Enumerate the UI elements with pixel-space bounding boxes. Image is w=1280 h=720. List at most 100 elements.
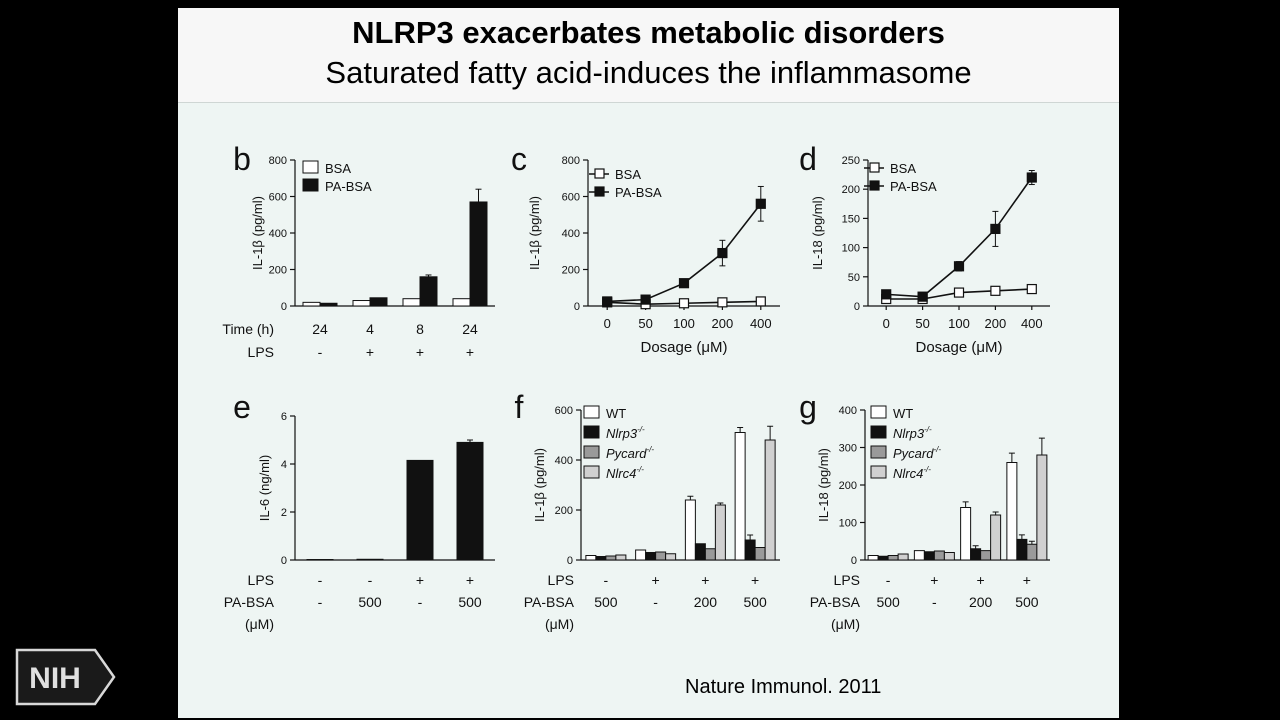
y-axis-label-c: IL-1β (pg/ml)	[527, 196, 542, 270]
legend-swatch-g-Nlrp3	[870, 425, 887, 439]
y-tick-label-g: 200	[839, 480, 857, 492]
y-tick-label-f: 0	[567, 555, 573, 567]
condition-label-b: +	[366, 344, 374, 360]
bar-f-Nlrc4	[714, 504, 726, 561]
condition-label-f: +	[751, 572, 759, 588]
slide: NLRP3 exacerbates metabolic disorders Sa…	[178, 8, 1119, 718]
legend-swatch-d-BSA	[869, 162, 880, 173]
legend-label-b-BSA: BSA	[325, 161, 351, 176]
condition-label-g: -	[932, 594, 937, 610]
legend-superscript-f: -/-	[636, 465, 644, 474]
legend-label-f-WT: WT	[606, 406, 626, 421]
condition-label-e: -	[318, 572, 323, 588]
y-tick-label-d: 250	[842, 155, 860, 167]
condition-label-e: +	[466, 572, 474, 588]
legend-swatch-c-PA-BSA	[594, 186, 605, 197]
bar-f-Pycard	[605, 555, 617, 561]
legend-superscript-f: -/-	[646, 445, 654, 454]
bar-g-Nlrc4	[1036, 454, 1048, 561]
legend-swatch-c-BSA	[594, 168, 605, 179]
y-tick-label-d: 0	[854, 301, 860, 313]
x-tick-label-d: 100	[948, 316, 970, 331]
row-label-e: (μM)	[245, 616, 274, 632]
y-tick-label-c: 600	[562, 192, 580, 204]
condition-label-g: +	[977, 572, 985, 588]
condition-label-e: 500	[358, 594, 382, 610]
bar-f-Nlrp3	[744, 539, 756, 561]
condition-label-b: +	[466, 344, 474, 360]
y-tick-label-d: 150	[842, 213, 860, 225]
legend-swatch-f-Nlrc4	[583, 465, 600, 479]
legend-label-g-Nlrp3: Nlrp3-/-	[893, 425, 932, 441]
y-tick-label-e: 0	[281, 555, 287, 567]
bar-g-Nlrp3	[923, 551, 935, 561]
data-point-c-BSA	[717, 297, 728, 308]
legend-label-f-Pycard: Pycard-/-	[606, 445, 654, 461]
row-label-g: PA-BSA	[810, 594, 861, 610]
y-tick-label-d: 100	[842, 243, 860, 255]
y-tick-label-b: 0	[281, 301, 287, 313]
citation: Nature Immunol. 2011	[685, 676, 882, 698]
condition-label-e: -	[318, 594, 323, 610]
condition-label-e: -	[418, 594, 423, 610]
legend-swatch-g-Nlrc4	[870, 465, 887, 479]
bar-g-Nlrp3	[970, 548, 982, 561]
data-point-d-BSA	[953, 287, 965, 298]
data-point-d-PA-BSA	[917, 291, 928, 302]
row-label-g: (μM)	[831, 616, 860, 632]
bar-g-Nlrc4	[990, 514, 1002, 561]
y-tick-label-b: 400	[269, 228, 287, 240]
bar-f-WT	[734, 432, 746, 561]
legend-label-g-WT: WT	[893, 406, 913, 421]
y-tick-label-g: 400	[839, 405, 857, 417]
condition-label-f: +	[652, 572, 660, 588]
data-point-d-PA-BSA	[1026, 172, 1037, 183]
y-tick-label-c: 400	[562, 228, 580, 240]
x-tick-label-c: 50	[638, 316, 652, 331]
y-tick-label-e: 4	[281, 459, 287, 471]
bar-e-value	[456, 441, 484, 561]
data-point-c-BSA	[755, 296, 766, 307]
condition-label-f: +	[701, 572, 709, 588]
legend-swatch-f-Nlrp3	[583, 425, 600, 439]
y-tick-label-c: 800	[562, 155, 580, 167]
data-point-d-BSA	[990, 285, 1001, 296]
bar-g-WT	[1006, 462, 1018, 561]
y-tick-label-g: 0	[851, 555, 857, 567]
bar-g-Pycard	[933, 550, 945, 561]
y-axis-label-e: IL-6 (ng/ml)	[257, 455, 272, 521]
y-tick-label-c: 0	[574, 301, 580, 313]
x-tick-label-d: 50	[915, 316, 929, 331]
legend-label-b-PA-BSA: PA-BSA	[325, 179, 372, 194]
legend-swatch-g-Pycard	[870, 445, 887, 459]
bar-g-Nlrc4	[897, 553, 909, 561]
condition-label-g: 500	[1015, 594, 1039, 610]
legend-swatch-b-BSA	[302, 160, 319, 174]
bar-g-WT	[913, 550, 925, 561]
x-tick-label-c: 200	[712, 316, 734, 331]
condition-label-b: -	[318, 344, 323, 360]
condition-label-g: +	[1023, 572, 1031, 588]
row-label-b: Time (h)	[222, 321, 274, 337]
legend-superscript-g: -/-	[933, 445, 941, 454]
condition-label-b: 4	[366, 321, 374, 337]
condition-label-b: 8	[416, 321, 424, 337]
bar-b-BSA	[302, 301, 321, 307]
data-point-c-PA-BSA	[755, 198, 766, 209]
condition-label-g: 500	[876, 594, 900, 610]
x-axis-label-c: Dosage (μM)	[641, 339, 728, 356]
y-tick-label-b: 800	[269, 155, 287, 167]
condition-label-b: +	[416, 344, 424, 360]
condition-label-f: 500	[594, 594, 618, 610]
x-tick-label-d: 400	[1021, 316, 1043, 331]
data-point-c-PA-BSA	[640, 294, 651, 305]
legend-superscript-f: -/-	[637, 425, 645, 434]
data-point-d-PA-BSA	[881, 289, 892, 300]
legend-swatch-d-PA-BSA	[869, 180, 880, 191]
bar-e-value	[356, 558, 384, 561]
panel-label-g: g	[799, 389, 817, 425]
condition-label-g: -	[886, 572, 891, 588]
y-tick-label-d: 50	[848, 272, 860, 284]
y-tick-label-f: 600	[555, 405, 573, 417]
